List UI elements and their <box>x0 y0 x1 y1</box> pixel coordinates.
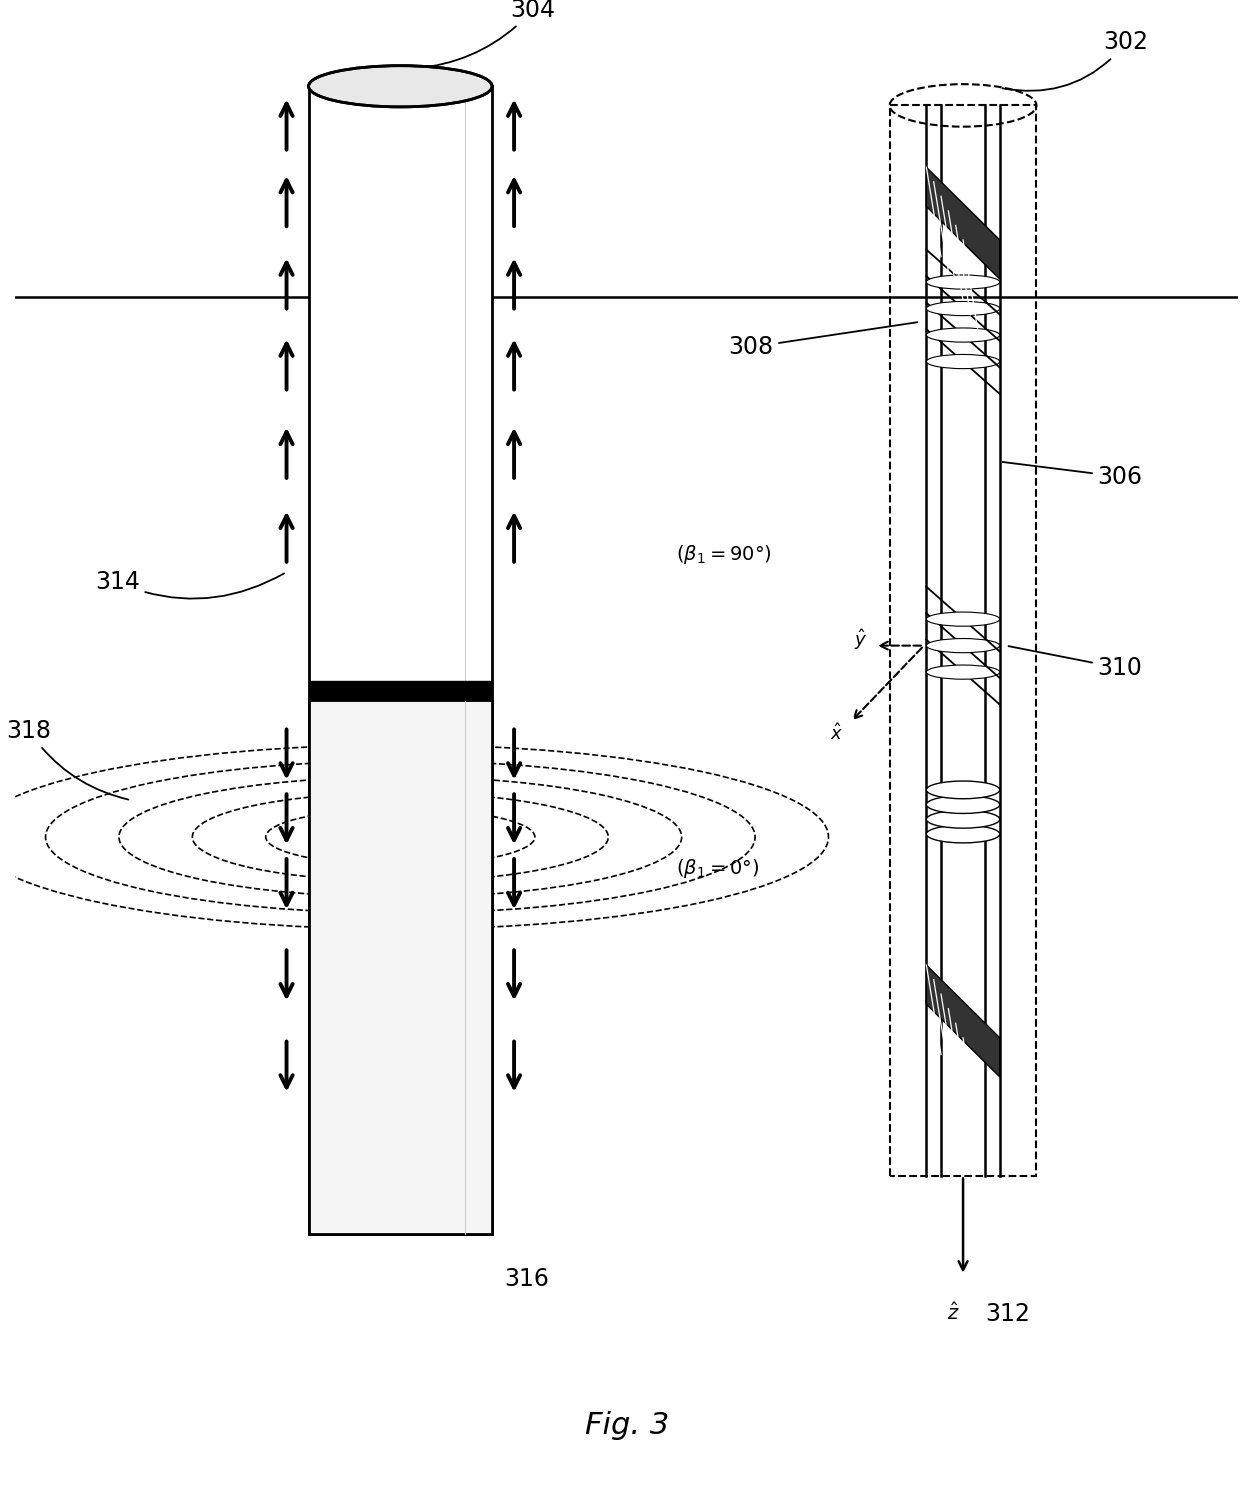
Ellipse shape <box>926 328 999 342</box>
Text: $\hat{y}$: $\hat{y}$ <box>854 627 868 652</box>
Ellipse shape <box>926 795 999 813</box>
Text: 308: 308 <box>728 322 918 360</box>
Text: 310: 310 <box>1008 646 1142 680</box>
Ellipse shape <box>926 355 999 369</box>
Ellipse shape <box>309 66 492 107</box>
Text: $\hat{z}$: $\hat{z}$ <box>947 1303 960 1323</box>
Ellipse shape <box>926 612 999 627</box>
Text: 306: 306 <box>1002 463 1142 489</box>
Text: $\hat{x}$: $\hat{x}$ <box>830 724 843 745</box>
Ellipse shape <box>926 301 999 316</box>
Text: $(\beta_1 = 90°)$: $(\beta_1 = 90°)$ <box>676 543 771 567</box>
Text: 302: 302 <box>1002 30 1148 91</box>
Ellipse shape <box>926 780 999 798</box>
Text: 318: 318 <box>6 719 129 800</box>
Text: 314: 314 <box>95 570 284 598</box>
Polygon shape <box>309 87 492 1234</box>
Ellipse shape <box>926 665 999 679</box>
Text: $(\beta_1 = 0°)$: $(\beta_1 = 0°)$ <box>676 856 759 880</box>
Polygon shape <box>309 680 492 700</box>
Ellipse shape <box>926 639 999 652</box>
Ellipse shape <box>926 275 999 289</box>
Text: 316: 316 <box>505 1267 549 1291</box>
Ellipse shape <box>926 810 999 828</box>
Text: 312: 312 <box>985 1303 1030 1326</box>
Ellipse shape <box>926 825 999 843</box>
Text: Fig. 3: Fig. 3 <box>584 1411 668 1440</box>
Polygon shape <box>926 167 999 279</box>
Polygon shape <box>926 965 999 1077</box>
Polygon shape <box>309 700 492 1234</box>
Text: 304: 304 <box>415 0 556 69</box>
